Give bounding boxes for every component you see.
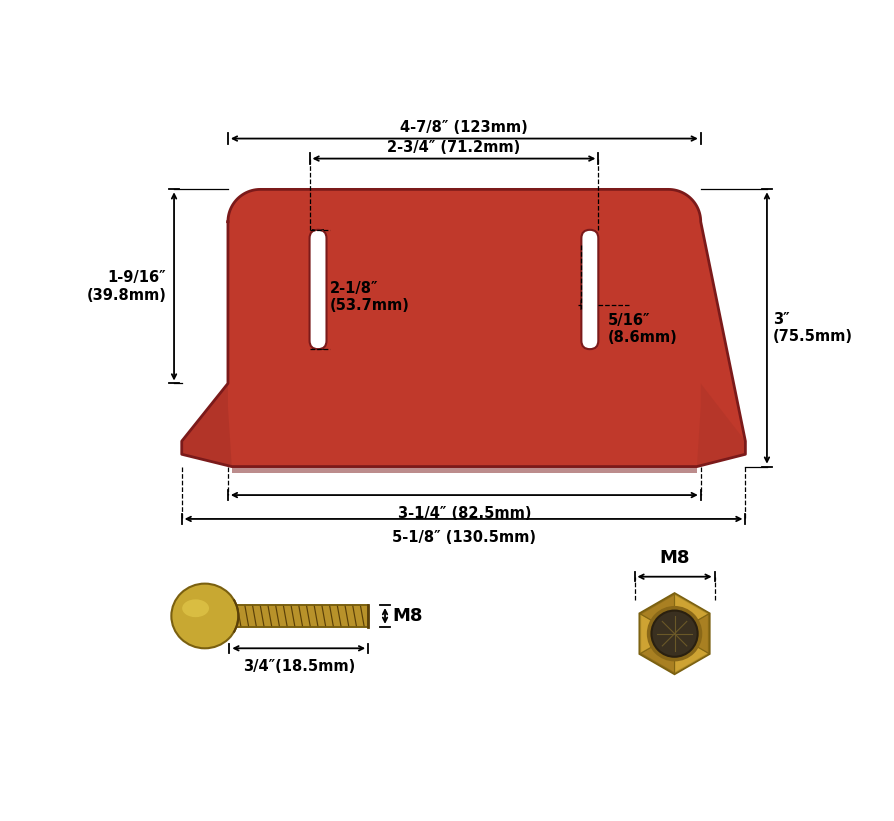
Text: M8: M8 xyxy=(659,549,690,567)
FancyBboxPatch shape xyxy=(581,230,598,349)
Text: 5/16″
(8.6mm): 5/16″ (8.6mm) xyxy=(608,313,678,345)
Polygon shape xyxy=(640,594,709,674)
Text: 3″
(75.5mm): 3″ (75.5mm) xyxy=(773,312,853,344)
Text: 5-1/8″ (130.5mm): 5-1/8″ (130.5mm) xyxy=(392,530,536,544)
Text: 1-9/16″
(39.8mm): 1-9/16″ (39.8mm) xyxy=(87,270,166,303)
FancyBboxPatch shape xyxy=(309,230,326,349)
Text: 3/4″(18.5mm): 3/4″(18.5mm) xyxy=(242,659,355,674)
Polygon shape xyxy=(640,594,675,634)
Polygon shape xyxy=(232,466,697,473)
Polygon shape xyxy=(697,383,746,466)
Text: 2-1/8″
(53.7mm): 2-1/8″ (53.7mm) xyxy=(330,281,409,314)
Text: 4-7/8″ (123mm): 4-7/8″ (123mm) xyxy=(401,121,528,135)
Ellipse shape xyxy=(182,599,209,617)
Polygon shape xyxy=(640,613,675,654)
Circle shape xyxy=(652,611,697,657)
Bar xyxy=(230,605,368,626)
Ellipse shape xyxy=(172,584,239,649)
Polygon shape xyxy=(675,613,709,654)
Text: 3-1/4″ (82.5mm): 3-1/4″ (82.5mm) xyxy=(398,506,531,521)
Polygon shape xyxy=(181,190,746,466)
Circle shape xyxy=(647,606,703,662)
Polygon shape xyxy=(181,383,232,466)
Polygon shape xyxy=(675,594,709,634)
Text: 2-3/4″ (71.2mm): 2-3/4″ (71.2mm) xyxy=(387,140,520,155)
Text: M8: M8 xyxy=(392,607,423,625)
Polygon shape xyxy=(640,634,675,674)
Bar xyxy=(213,605,230,626)
Polygon shape xyxy=(675,634,709,674)
